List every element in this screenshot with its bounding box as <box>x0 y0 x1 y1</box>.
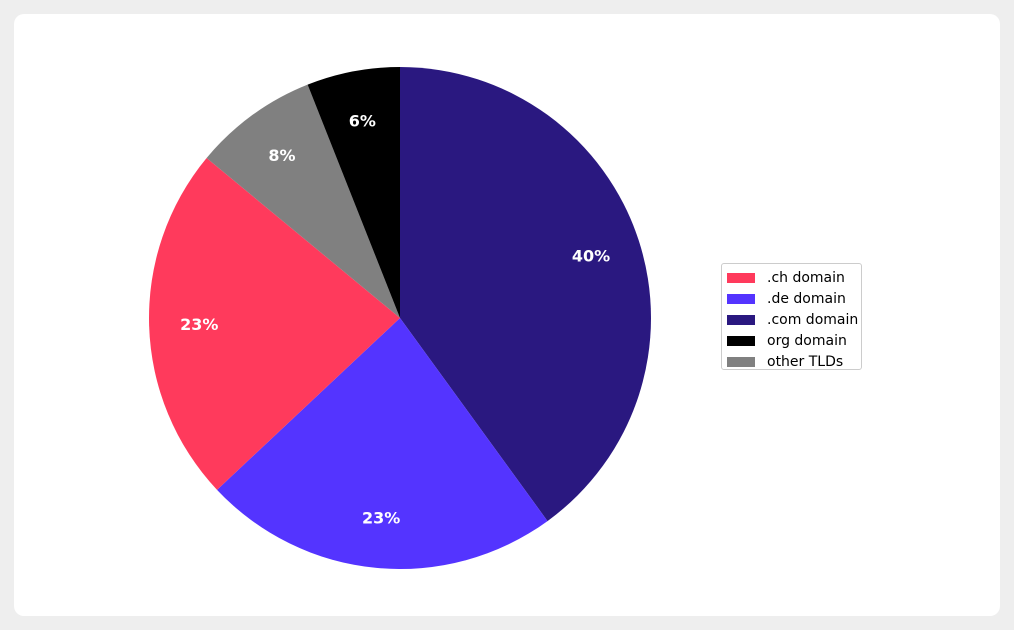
pct-label-ch: 23% <box>180 315 218 334</box>
legend-swatch-de <box>727 293 755 304</box>
slice-com <box>400 67 652 522</box>
legend: .ch domain .de domain .com domain org do… <box>721 263 862 370</box>
pct-label-de: 23% <box>362 508 400 527</box>
pct-label-org: 6% <box>349 111 376 130</box>
legend-label-de: .de domain <box>767 290 846 307</box>
legend-item-com: .com domain <box>727 309 861 330</box>
legend-swatch-ch <box>727 272 755 283</box>
legend-label-other: other TLDs <box>767 353 844 370</box>
legend-label-com: .com domain <box>767 311 859 328</box>
legend-label-ch: .ch domain <box>767 269 845 286</box>
slice-other <box>206 84 400 318</box>
slice-ch <box>149 158 400 490</box>
legend-item-other: other TLDs <box>727 351 861 372</box>
pct-label-com: 40% <box>572 246 610 265</box>
pct-label-other: 8% <box>268 146 295 165</box>
legend-swatch-com <box>727 314 755 325</box>
legend-label-org: org domain <box>767 332 847 349</box>
legend-swatch-other <box>727 356 755 367</box>
legend-swatch-org <box>727 335 755 346</box>
legend-item-ch: .ch domain <box>727 267 861 288</box>
legend-item-de: .de domain <box>727 288 861 309</box>
slice-org <box>307 67 400 318</box>
slice-de <box>217 318 548 569</box>
legend-item-org: org domain <box>727 330 861 351</box>
